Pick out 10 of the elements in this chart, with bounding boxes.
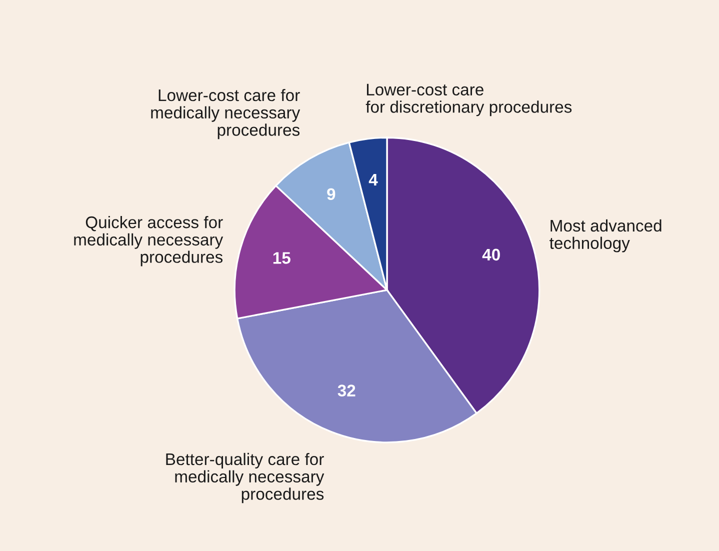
slice-label: Lower-cost care for discretionary procedures — [366, 84, 572, 116]
slice-label: Better-quality care for medically necessary procedures — [166, 452, 324, 504]
data-label: 32 — [338, 384, 356, 397]
data-label: 9 — [327, 188, 336, 200]
slice-label: Quicker access for medically necessary procedures — [74, 216, 224, 266]
data-label: 15 — [273, 252, 290, 264]
slice-label: Lower-cost care for medically necessary procedures — [151, 88, 300, 140]
data-label: 4 — [368, 174, 378, 186]
data-label: 40 — [482, 248, 500, 261]
slice-label: Most advanced technology — [550, 219, 662, 252]
